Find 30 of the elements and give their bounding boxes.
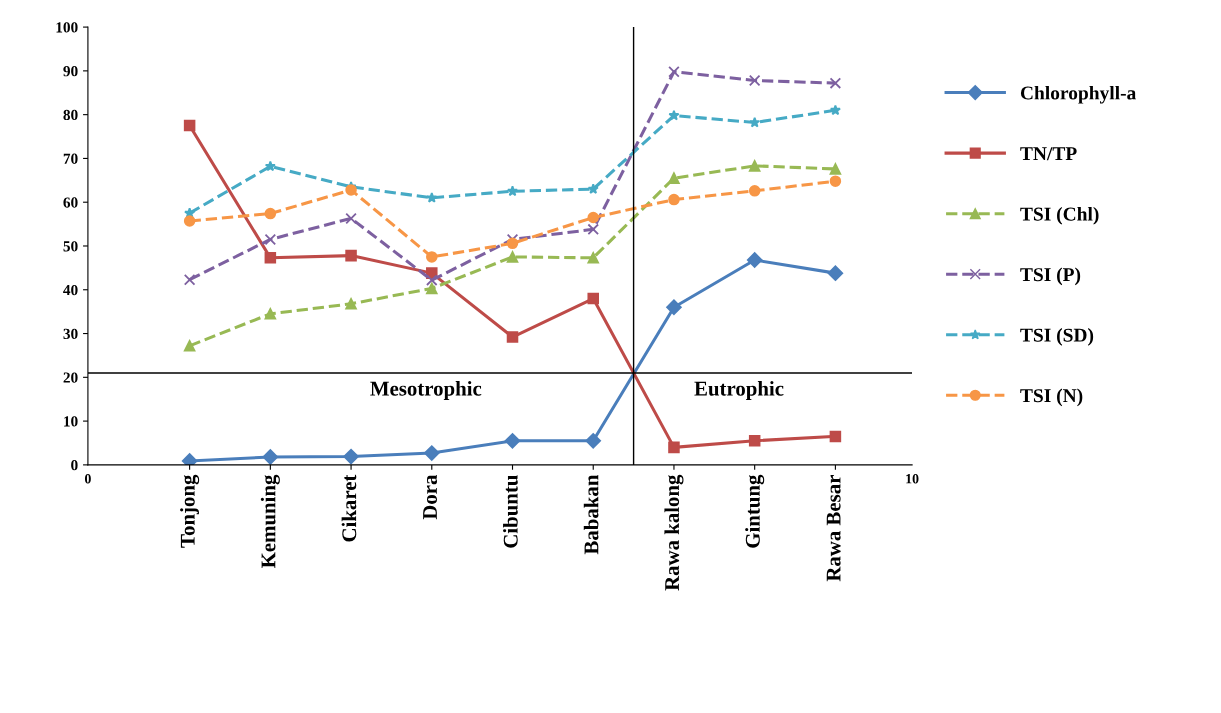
annotation: Mesotrophic — [370, 381, 482, 400]
y-tick-label: 90 — [63, 66, 78, 77]
y-tick-label: 50 — [63, 241, 78, 252]
y-tick-label: 10 — [64, 416, 78, 427]
y-tick-label: 100 — [56, 22, 78, 33]
x-tick-label: Gintung — [745, 474, 765, 548]
x-tick-label: Cibuntu — [503, 475, 518, 548]
y-tick-label: 60 — [63, 197, 78, 208]
legend-label: Chlorophyll-a — [1020, 85, 1137, 104]
text: 0 — [84, 474, 91, 484]
y-tick-label: 0 — [71, 460, 78, 471]
legend-label: TSI (P) — [1020, 267, 1081, 286]
x-tick-label: Tonjong — [180, 474, 200, 548]
legend-label: TSI (N) — [1020, 388, 1083, 407]
x-tick-label: Kemuning — [260, 474, 280, 569]
x-tick-label: Rawa kalong — [664, 474, 684, 591]
x-tick-label: Dora — [423, 474, 437, 520]
y-tick-label: 80 — [63, 109, 78, 121]
annotation: Eutrophic — [694, 381, 784, 400]
y-tick-label: 30 — [63, 328, 78, 339]
x-tick-label: Cikaret — [341, 474, 357, 542]
legend-label: TSI (SD) — [1020, 328, 1094, 346]
y-tick-label: 70 — [63, 153, 78, 164]
text: 10 — [906, 474, 919, 484]
x-tick-label: Rawa Besar — [826, 475, 841, 582]
y-tick-label: 40 — [63, 284, 78, 296]
legend-label: TSI (Chl) — [1020, 206, 1099, 225]
legend-label: TN/TP — [1020, 147, 1077, 161]
x-tick-label: Babakan — [583, 474, 599, 555]
y-tick-label: 20 — [63, 372, 78, 383]
